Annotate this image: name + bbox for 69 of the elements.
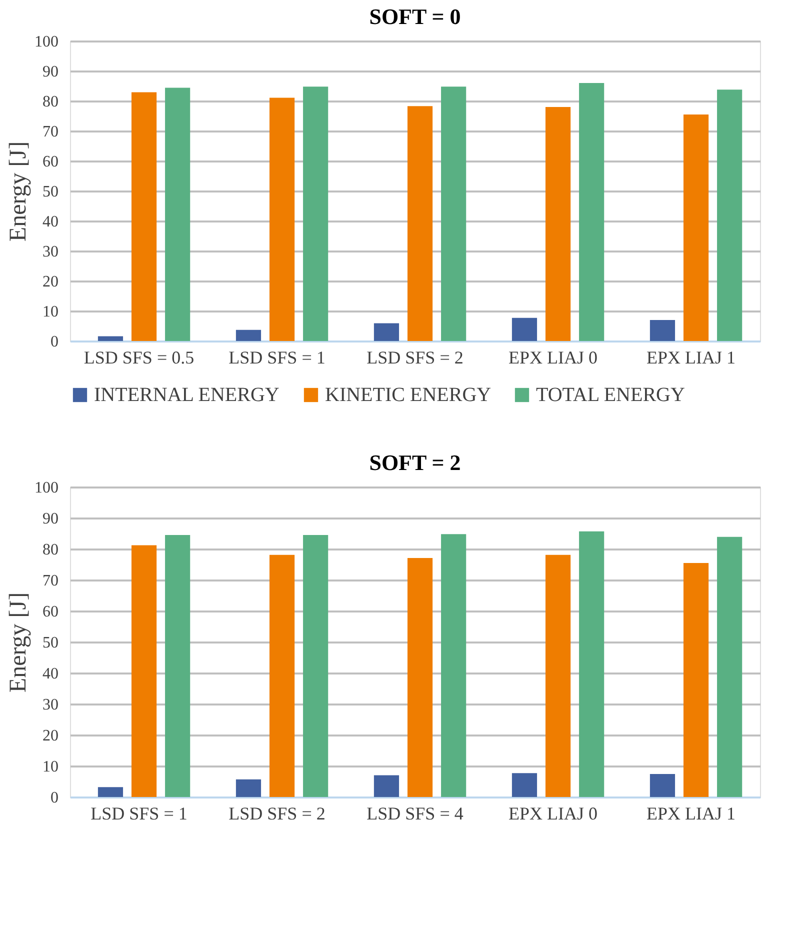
bar [131, 545, 157, 797]
bar [545, 554, 571, 797]
bar [512, 318, 538, 341]
legend-label: INTERNAL ENERGY [94, 384, 280, 406]
x-tick-label: LSD SFS = 2 [228, 804, 326, 824]
y-tick-label: 100 [34, 480, 58, 496]
bar [236, 779, 262, 797]
chart-title: SOFT = 0 [369, 4, 461, 29]
bar [165, 535, 190, 797]
y-tick-label: 100 [34, 34, 58, 50]
bar [545, 107, 571, 341]
y-tick-label: 80 [42, 94, 58, 110]
legend-label: TOTAL ENERGY [536, 384, 685, 406]
y-tick-label: 70 [42, 572, 58, 590]
bar [165, 88, 190, 341]
x-tick-label: LSD SFS = 1 [228, 348, 326, 368]
bar [650, 320, 676, 341]
bar [683, 562, 709, 797]
bar [269, 98, 295, 341]
y-tick-label: 90 [42, 64, 58, 80]
x-tick-label: LSD SFS = 2 [366, 348, 464, 368]
y-tick-label: 40 [42, 214, 58, 230]
x-tick-label: EPX LIAJ 0 [508, 804, 598, 824]
bar [407, 106, 433, 341]
bar [269, 554, 295, 797]
bar [579, 83, 604, 341]
x-tick-label: LSD SFS = 4 [366, 804, 464, 824]
x-tick-label: LSD SFS = 0.5 [84, 348, 194, 368]
y-tick-label: 60 [42, 154, 58, 170]
y-axis-title: Energy [J] [6, 592, 32, 693]
x-tick-label: EPX LIAJ 1 [646, 804, 736, 824]
bar [303, 535, 328, 797]
y-tick-label: 70 [42, 124, 58, 140]
bar [98, 336, 124, 341]
y-axis-title: Energy [J] [6, 141, 32, 242]
y-tick-label: 30 [42, 696, 58, 714]
bar [650, 774, 676, 797]
bar [131, 92, 157, 341]
y-tick-label: 90 [42, 510, 58, 528]
bar [441, 534, 466, 797]
bar [236, 330, 262, 341]
bar [407, 558, 433, 797]
y-tick-label: 50 [42, 184, 58, 200]
bar [512, 773, 538, 797]
y-tick-label: 80 [42, 542, 58, 558]
y-tick-label: 60 [42, 604, 58, 620]
bar [374, 775, 400, 797]
y-tick-label: 10 [42, 304, 58, 320]
y-tick-label: 0 [50, 790, 58, 806]
y-tick-label: 30 [42, 244, 58, 260]
x-tick-label: LSD SFS = 1 [90, 804, 188, 824]
bar [683, 114, 709, 341]
bar [98, 787, 124, 797]
chart-title: SOFT = 2 [369, 450, 461, 475]
bar [303, 86, 328, 341]
y-tick-label: 10 [42, 758, 58, 776]
bar [717, 536, 742, 797]
y-tick-label: 20 [42, 274, 58, 290]
x-tick-label: EPX LIAJ 0 [508, 348, 598, 368]
bar [441, 86, 466, 341]
bar [579, 531, 604, 797]
bar [374, 323, 400, 341]
y-tick-label: 0 [50, 334, 58, 350]
y-tick-label: 50 [42, 634, 58, 652]
y-tick-label: 20 [42, 728, 58, 744]
legend-label: KINETIC ENERGY [325, 384, 492, 406]
bar [717, 90, 742, 341]
x-tick-label: EPX LIAJ 1 [646, 348, 736, 368]
y-tick-label: 40 [42, 666, 58, 682]
